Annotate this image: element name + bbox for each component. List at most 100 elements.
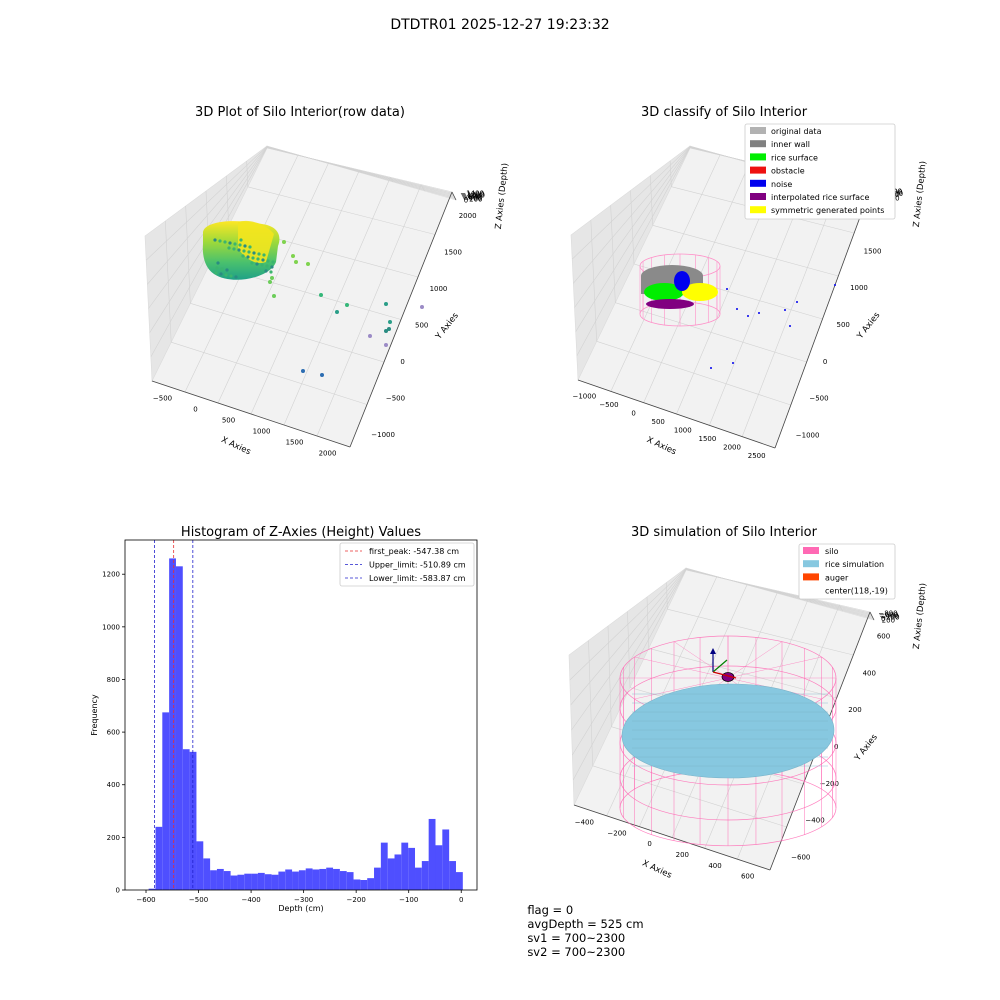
status-sv1: sv1 = 700~2300 xyxy=(527,931,626,945)
panel2-x-tick-label: −500 xyxy=(599,401,618,409)
panel1-x-tick-label: 2000 xyxy=(319,450,337,458)
panel2-legend-label: original data xyxy=(771,127,822,136)
panel4-z-axis-line xyxy=(869,611,875,621)
panel1-point xyxy=(241,254,245,258)
panel1-point xyxy=(223,240,227,244)
panel4-z-tick-label: −800 xyxy=(878,610,897,618)
panel1-x-tick-label: 500 xyxy=(222,417,235,425)
figure-title: DTDTR01 2025-12-27 19:23:32 xyxy=(390,17,610,33)
panel1-point xyxy=(247,250,251,254)
histogram-bar xyxy=(203,858,211,890)
panel1-point xyxy=(219,272,223,276)
panel4-z-axis-label: Z Axies (Depth) xyxy=(912,583,929,650)
panel4-x-axis-line xyxy=(573,804,771,871)
silo-wire-spoke xyxy=(634,656,729,679)
panel2-noise-point xyxy=(736,308,738,310)
panel1-point xyxy=(266,259,270,263)
panel1-points xyxy=(202,220,424,377)
panel1-grid-line xyxy=(246,160,249,187)
panel1-point xyxy=(269,270,273,274)
histogram-bar xyxy=(455,872,463,890)
panel2-legend-label: obstacle xyxy=(771,167,805,176)
status-sv2: sv2 = 700~2300 xyxy=(527,945,626,959)
panel1-point xyxy=(335,310,339,314)
panel1-y-axis-line xyxy=(349,191,453,448)
panel1-point xyxy=(242,249,246,253)
panel1-y-axis-label: Y Axies xyxy=(433,311,461,343)
panel1-y-tick-label: 1000 xyxy=(430,285,448,293)
histogram-bar xyxy=(148,888,156,890)
histogram-bar xyxy=(244,873,252,890)
panel1-point xyxy=(224,273,228,277)
panel4-simulation xyxy=(619,635,837,847)
panel1-y-tick-label: 1500 xyxy=(444,249,462,257)
panel4-z-tick-label: 0 xyxy=(881,615,885,623)
panel4-z-tick-label: −400 xyxy=(880,612,899,620)
panel1-point xyxy=(384,302,388,306)
panel2-legend-swatch xyxy=(750,166,766,174)
histogram-legend: first_peak: -547.38 cm Upper_limit: -510.… xyxy=(339,542,475,587)
panel1-point xyxy=(256,257,260,261)
panel1-point xyxy=(368,334,372,338)
histogram-bar xyxy=(210,870,217,890)
panel1-point xyxy=(252,251,256,255)
histogram-bar xyxy=(182,749,190,890)
panel1-point xyxy=(306,262,310,266)
panel1-point xyxy=(229,274,233,278)
panel2-legend-swatch xyxy=(750,127,766,134)
panel2-z-axis-label: Z Axies (Depth) xyxy=(912,161,929,228)
panel1-point xyxy=(220,267,224,271)
panel1-point xyxy=(233,242,237,246)
panel1-z-axis-label: Z Axies (Depth) xyxy=(494,163,511,230)
panel4-grid-line xyxy=(666,582,668,610)
panel1-y-tick-label: 500 xyxy=(415,322,428,330)
histogram-legend-label: Lower_limit: -583.87 cm xyxy=(369,574,466,583)
panel1-point xyxy=(214,271,218,275)
panel1-point xyxy=(268,280,272,284)
panel1-grid-line xyxy=(420,184,425,192)
panel1-point xyxy=(345,303,349,307)
panel1-point xyxy=(301,369,305,373)
silo-wire-spoke xyxy=(727,656,822,679)
panel2-noise-point xyxy=(789,325,791,327)
panel2-legend-box xyxy=(744,123,896,220)
panel2-x-tick-label: 0 xyxy=(631,409,635,417)
histogram-bar xyxy=(401,842,409,890)
panel4-x-axis-label: X Axies xyxy=(641,859,674,882)
panel1-z-tick-label: −1000 xyxy=(461,192,485,200)
panel1-z-tick-label: −800 xyxy=(462,193,481,201)
panel4-x-tick-label: 0 xyxy=(647,840,651,848)
panel1-point xyxy=(243,244,247,248)
histogram-y-axis-label: Frequency xyxy=(90,694,99,736)
histogram-bar xyxy=(271,874,279,890)
panel2-x-tick-label: 2500 xyxy=(748,452,766,460)
panel2-legend-swatch xyxy=(750,140,766,148)
histogram-x-tick-label: −400 xyxy=(241,896,260,904)
histogram-bar xyxy=(155,826,163,890)
histogram-bar xyxy=(421,861,429,890)
panel4-z-tick-label: −600 xyxy=(879,611,898,619)
histogram-bar xyxy=(251,873,258,890)
panel2-legend-swatch xyxy=(750,179,766,187)
status-flag: flag = 0 xyxy=(527,903,574,917)
panel4-x-tick-label: 200 xyxy=(676,851,689,859)
panel1-point xyxy=(270,265,274,269)
panel4-legend-label: center(118,-19) xyxy=(825,587,888,596)
status-avg-depth: avgDepth = 525 cm xyxy=(527,917,644,931)
histogram-y-tick-label: 0 xyxy=(116,887,120,895)
panel2-grid-line xyxy=(741,182,841,437)
panel1-z-tick-label: −600 xyxy=(462,194,481,202)
histogram-x-axis-label: Depth (cm) xyxy=(278,904,323,913)
panel4-y-tick-label: −200 xyxy=(820,780,839,788)
panel1-point xyxy=(213,238,217,242)
center-axis-x xyxy=(712,671,737,679)
panel2-interpolated-surface xyxy=(646,299,694,309)
panel2-legend-label: noise xyxy=(771,180,792,189)
panel1-point xyxy=(225,268,229,272)
histogram-x-tick-label: 0 xyxy=(459,896,463,904)
panel2-legend-label: symmetric generated points xyxy=(771,206,884,215)
panel1-point xyxy=(257,252,261,256)
panel4-legend-swatch xyxy=(803,547,819,554)
panel2-noise-point xyxy=(784,309,786,311)
panel4-y-tick-label: 200 xyxy=(848,706,861,714)
